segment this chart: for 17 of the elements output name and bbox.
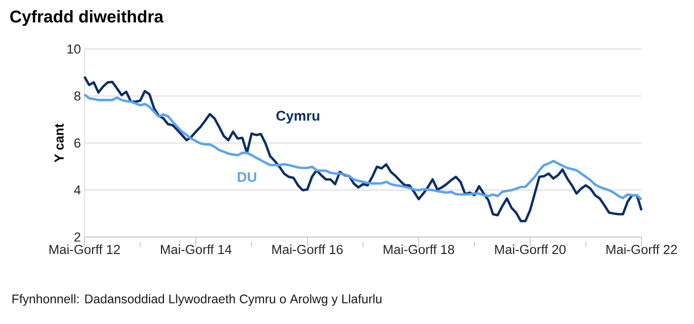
chart-title: Cyfradd diweithdra <box>10 10 164 26</box>
text: Ffynhonnell: Dadansoddiad Llywodraeth Cymru o Arolwg y Llafurlu <box>12 294 382 306</box>
x-tick-label: Mai-Gorff 22 <box>606 244 677 254</box>
y-tick-label: 4 <box>74 186 81 194</box>
y-tick-label: 8 <box>74 91 80 101</box>
x-tick-label: Mai-Gorff 20 <box>495 244 566 254</box>
y-axis-title: Y cant <box>54 124 64 162</box>
x-tick-label: Mai-Gorff 16 <box>272 244 343 254</box>
x-tick-label: Mai-Gorff 18 <box>384 244 454 254</box>
y-tick-label: 2 <box>74 232 80 242</box>
x-tick-label: Mai-Gorff 12 <box>50 244 120 254</box>
y-tick-label: 6 <box>74 138 80 148</box>
y-tick-label: 10 <box>68 44 80 54</box>
x-tick-label: Mai-Gorff 14 <box>160 244 232 254</box>
series-label: DU <box>238 172 256 182</box>
line-series <box>83 76 643 222</box>
series-label: Cymru <box>276 110 320 124</box>
